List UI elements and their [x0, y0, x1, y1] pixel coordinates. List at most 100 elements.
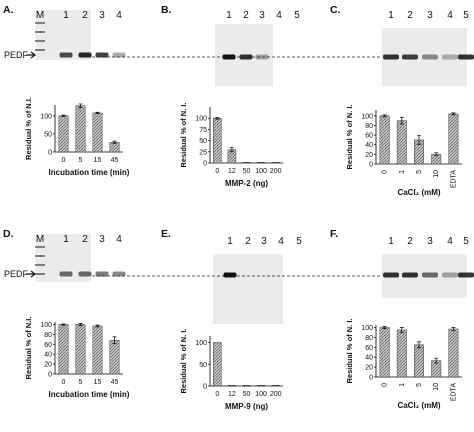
lane-label: 2: [407, 10, 413, 21]
x-tick-label: 50: [243, 391, 251, 398]
bar: [396, 120, 407, 165]
lane-label: 3: [99, 10, 105, 21]
lane-label: 3: [99, 234, 105, 245]
error-bar: [399, 116, 404, 125]
panel-label: A.: [3, 4, 14, 16]
bar-chart: 0 20 40 60 80 100 0 5 15 45 Residual % of N.I. Incu…: [24, 317, 130, 399]
y-tick-label: 50: [44, 131, 52, 138]
y-tick-label: 40: [44, 352, 52, 359]
marker-band: [35, 40, 45, 42]
x-tick-label: 10: [433, 383, 440, 391]
y-axis-title: Residual % of N.I.: [24, 97, 33, 160]
y-tick-label: 40: [365, 355, 373, 362]
x-tick-label: 0: [382, 170, 389, 174]
marker-band: [35, 22, 45, 24]
bar: [92, 112, 103, 153]
gel-band: [383, 54, 399, 60]
x-tick-label: 15: [94, 379, 102, 386]
x-tick-label: 12: [228, 391, 236, 398]
y-tick-label: 100: [40, 322, 52, 329]
error-bar: [399, 327, 404, 333]
error-bar: [61, 114, 66, 117]
panel-d: D. M 1 2 3 4 PEDF 0 20 40 60 80 100 0 5 15 45 Residual % …: [3, 228, 130, 399]
gel-band: [422, 54, 438, 60]
marker-band: [35, 246, 45, 248]
x-tick-label: 50: [243, 168, 251, 175]
x-tick-label: 200: [270, 391, 282, 398]
lane-label: 4: [116, 234, 122, 245]
bar-chart: 0 50 100 0 5 15 45 Residual % of N.I. Incubation…: [24, 97, 130, 177]
error-bar: [229, 146, 234, 153]
x-tick-label: 5: [79, 379, 83, 386]
lane-label: 1: [63, 10, 69, 21]
bar: [75, 105, 86, 153]
bar: [213, 342, 222, 387]
arrow-icon: [26, 51, 36, 59]
marker-band: [35, 255, 45, 257]
bar: [58, 115, 69, 153]
x-tick-label: 12: [228, 168, 236, 175]
y-axis-title: Residual % of N. I.: [179, 328, 188, 393]
y-tick-label: 0: [203, 161, 207, 168]
gel-band: [458, 54, 474, 60]
lane-label: 3: [261, 236, 267, 247]
x-tick-label: 0: [62, 379, 66, 386]
y-tick-label: 60: [365, 345, 373, 352]
x-tick-label: 1: [399, 383, 406, 387]
bar: [92, 325, 103, 375]
x-tick-label: 5: [79, 157, 83, 164]
gel-band: [95, 52, 109, 58]
x-tick-label: 5: [416, 383, 423, 387]
y-tick-label: 75: [199, 127, 207, 134]
lane-label: 5: [294, 10, 300, 21]
error-bar: [95, 324, 100, 328]
gel-band: [442, 272, 458, 278]
y-tick-label: 60: [44, 342, 52, 349]
lane-label: 2: [407, 236, 413, 247]
lane-label: 1: [63, 234, 69, 245]
y-tick-label: 0: [48, 372, 52, 379]
lane-label: 2: [82, 10, 88, 21]
error-bar: [382, 114, 387, 118]
bar: [109, 141, 120, 153]
y-tick-label: 0: [203, 384, 207, 391]
bar: [213, 117, 222, 164]
y-tick-label: 80: [365, 123, 373, 130]
gel-band: [458, 272, 474, 278]
error-bar: [78, 323, 83, 326]
lane-label: 4: [116, 10, 122, 21]
gel-band: [383, 272, 399, 278]
arrow-icon: [26, 270, 36, 278]
bar: [379, 115, 390, 165]
error-bar: [112, 140, 117, 144]
bar: [58, 324, 69, 375]
lane-label: M: [36, 10, 44, 21]
lane-label: 1: [388, 236, 394, 247]
bar: [379, 327, 390, 378]
error-bar: [434, 152, 439, 157]
error-bar: [112, 336, 117, 345]
x-tick-label: 100: [255, 168, 267, 175]
lane-label: M: [36, 234, 44, 245]
marker-band: [35, 31, 45, 33]
x-axis-title: CaCl₂ (mM): [397, 188, 440, 197]
panel-a: A. M 1 2 3 4 PEDF 0 50 100 0 5 15 45 Residual % of N.I…: [3, 4, 130, 177]
y-tick-label: 100: [361, 113, 373, 120]
x-axis-title: MMP-2 (ng): [225, 179, 268, 188]
error-bar: [78, 103, 83, 108]
error-bar: [434, 357, 439, 364]
lane-label: 3: [427, 236, 433, 247]
x-axis-title: Incubation time (min): [49, 390, 130, 399]
y-axis-title: Residual % of N.I.: [24, 317, 33, 380]
y-tick-label: 50: [199, 362, 207, 369]
x-tick-label: 0: [382, 383, 389, 387]
gel-band: [78, 52, 92, 58]
x-axis-title: MMP-9 (ng): [225, 402, 268, 411]
pedf-label: PEDF: [4, 269, 29, 279]
gel-band: [59, 52, 73, 58]
